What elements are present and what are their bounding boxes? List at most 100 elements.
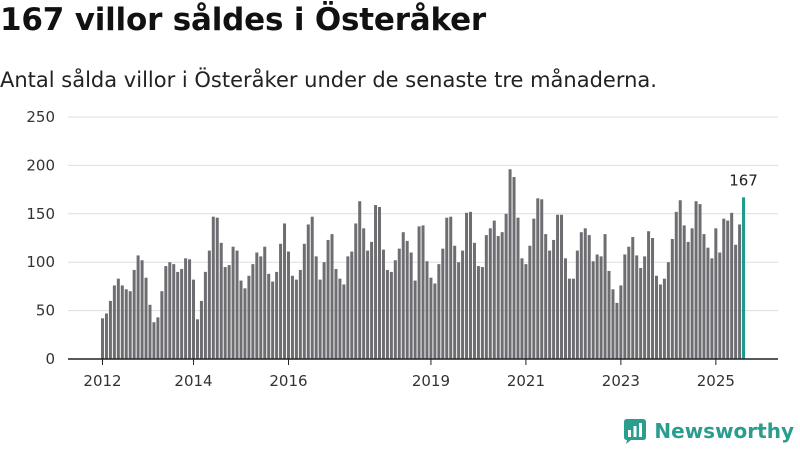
bar [176,271,180,359]
bar [132,269,136,359]
bar [461,250,465,359]
bar [148,304,152,359]
bar [215,217,219,359]
bar [207,250,211,359]
bar [698,204,702,359]
bar [449,216,453,359]
bar [441,248,445,359]
bar [516,217,520,359]
bar [326,239,330,359]
y-tick-label: 50 [36,302,55,320]
bar [552,239,556,359]
bar [302,243,306,359]
bar [346,256,350,359]
bar [425,261,429,359]
bar [484,235,488,359]
bar [322,262,326,359]
brand-name: Newsworthy [654,419,794,443]
bar [643,256,647,359]
bar [401,232,405,359]
latest-value-label: 167 [729,171,758,189]
bar [263,246,267,359]
bar [267,273,271,359]
bar [377,207,381,359]
bar [306,224,310,359]
bar [168,262,172,359]
bar [338,278,342,359]
bar [298,269,302,359]
bar [714,228,718,359]
bar [469,211,473,359]
chart-title: 167 villor såldes i Österåker [0,2,486,38]
bar [409,252,413,359]
bar [480,267,484,359]
bar [563,258,567,359]
bar [180,268,184,359]
x-tick-label: 2025 [697,372,735,390]
y-tick-label: 250 [26,108,55,126]
bar [108,300,112,359]
bar [722,218,726,359]
bar [682,225,686,359]
bar [639,268,643,359]
bar [294,279,298,359]
bar-latest [742,197,746,359]
bar [104,313,108,359]
bar [385,269,389,359]
bar [453,245,457,359]
bar [528,245,532,359]
bar [101,318,105,359]
bar [405,240,409,359]
x-tick-label: 2019 [412,372,450,390]
bar [670,238,674,359]
bar [172,264,176,359]
bar [512,177,516,359]
bar [718,252,722,359]
bar [567,278,571,359]
bar [607,270,611,359]
bar [702,234,706,359]
bar [239,280,243,359]
bar [544,234,548,359]
bar [389,271,393,359]
bar [164,266,168,359]
bar [203,271,207,359]
bar [536,198,540,359]
bar [591,261,595,359]
bar [358,201,362,359]
bar [496,236,500,359]
bar [472,242,476,359]
axes: 0 50 100 150 200 250 167 2012 2014 2016 2019 2021 20… [26,108,778,390]
bar [318,279,322,359]
x-tick-label: 2023 [602,372,640,390]
bar [524,264,528,359]
bar [678,200,682,359]
bar [615,302,619,359]
bar [504,213,508,359]
bar [279,243,283,359]
bar [140,260,144,359]
bar [635,255,639,359]
bar [160,291,164,359]
bar [334,268,338,359]
bar [571,278,575,359]
bar [243,288,247,359]
bar [184,258,188,359]
bar [188,259,192,359]
bar [548,250,552,359]
brand: Newsworthy [622,418,794,444]
bar [500,232,504,359]
bar [219,242,223,359]
bar [144,277,148,359]
bar [662,278,666,359]
bar [508,169,512,359]
bar [666,262,670,359]
bar [540,199,544,359]
bar [247,275,251,359]
bar [445,217,449,359]
bar [734,244,738,359]
bar [674,211,678,359]
bar [199,300,203,359]
bar [231,246,235,359]
newsworthy-logo-icon [624,419,647,444]
